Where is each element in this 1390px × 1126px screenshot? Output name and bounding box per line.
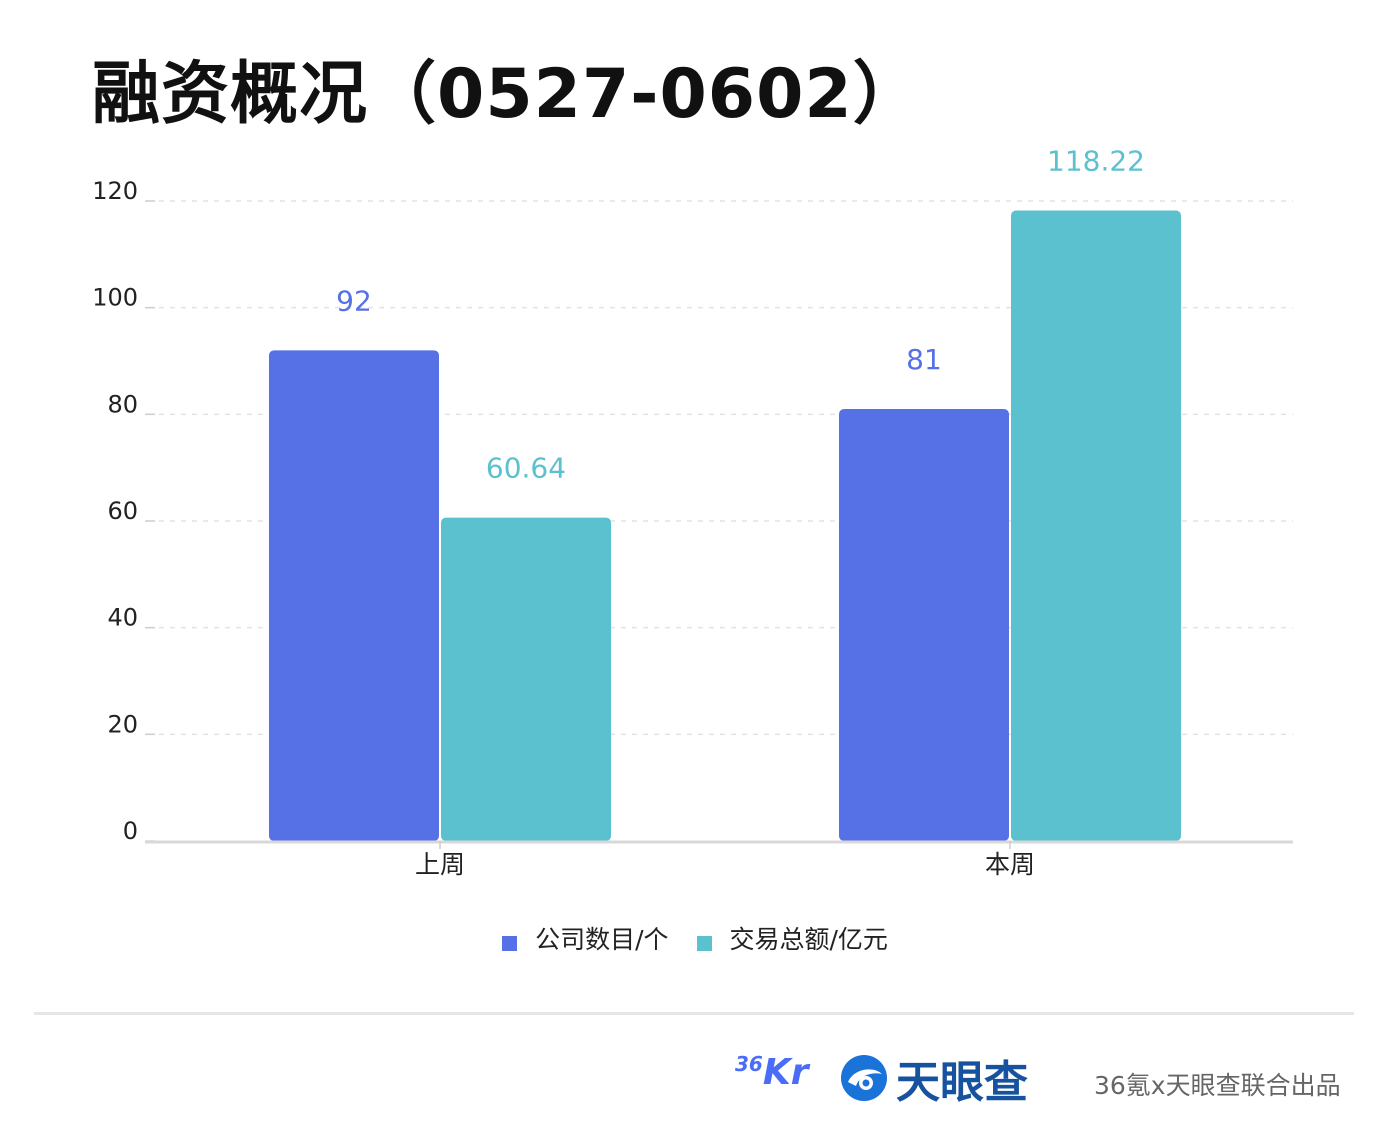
y-tick-label: 40 (107, 604, 138, 632)
y-tick-label: 60 (107, 497, 138, 525)
legend-label-company-count: 公司数目/个 (535, 925, 669, 954)
y-tick-label: 20 (107, 710, 138, 738)
x-tick-label: 上周 (415, 850, 465, 879)
legend-swatch-company-count (502, 935, 518, 951)
bar-deal-amount-0 (441, 517, 611, 841)
y-tick-label: 0 (123, 817, 138, 845)
data-label: 92 (336, 284, 372, 317)
logo-tianyancha: 天眼查 (838, 1048, 1028, 1108)
data-label: 118.22 (1047, 144, 1145, 177)
legend-label-deal-amount: 交易总额/亿元 (729, 925, 888, 954)
page-title: 融资概况（0527-0602） (92, 55, 922, 134)
y-tick-label: 120 (92, 177, 138, 205)
logo-tianyancha-text: 天眼查 (896, 1057, 1028, 1108)
y-tick-label: 100 (92, 284, 138, 312)
bar-chart: 0 20 40 60 80 100 120 92 60.64 81 118.22 上周 本周 (92, 144, 1293, 879)
y-tick-label: 80 (107, 390, 138, 418)
logo-36kr-number: 36 (735, 1052, 763, 1076)
data-label: 60.64 (486, 452, 566, 485)
logo-36kr: 36Kr (735, 1052, 809, 1112)
bar-company-count-0 (269, 350, 439, 841)
credit-text: 36氪x天眼查联合出品 (1094, 1071, 1341, 1100)
legend: 公司数目/个 交易总额/亿元 (0, 920, 1390, 956)
bars: 92 60.64 81 118.22 (269, 144, 1181, 841)
x-tick-label: 本周 (985, 850, 1035, 879)
legend-swatch-deal-amount (696, 935, 712, 951)
x-axis: 上周 本周 (145, 840, 1293, 879)
legend-item-deal-amount[interactable]: 交易总额/亿元 (696, 920, 888, 956)
y-axis: 0 20 40 60 80 100 120 (92, 177, 155, 845)
tianyancha-eye-icon (841, 1055, 887, 1101)
data-label: 81 (906, 343, 942, 376)
legend-item-company-count[interactable]: 公司数目/个 (502, 920, 669, 956)
bar-company-count-1 (839, 409, 1009, 841)
bar-deal-amount-1 (1011, 210, 1181, 841)
footer-divider (34, 1012, 1354, 1015)
logo-36kr-letters: Kr (762, 1052, 809, 1093)
